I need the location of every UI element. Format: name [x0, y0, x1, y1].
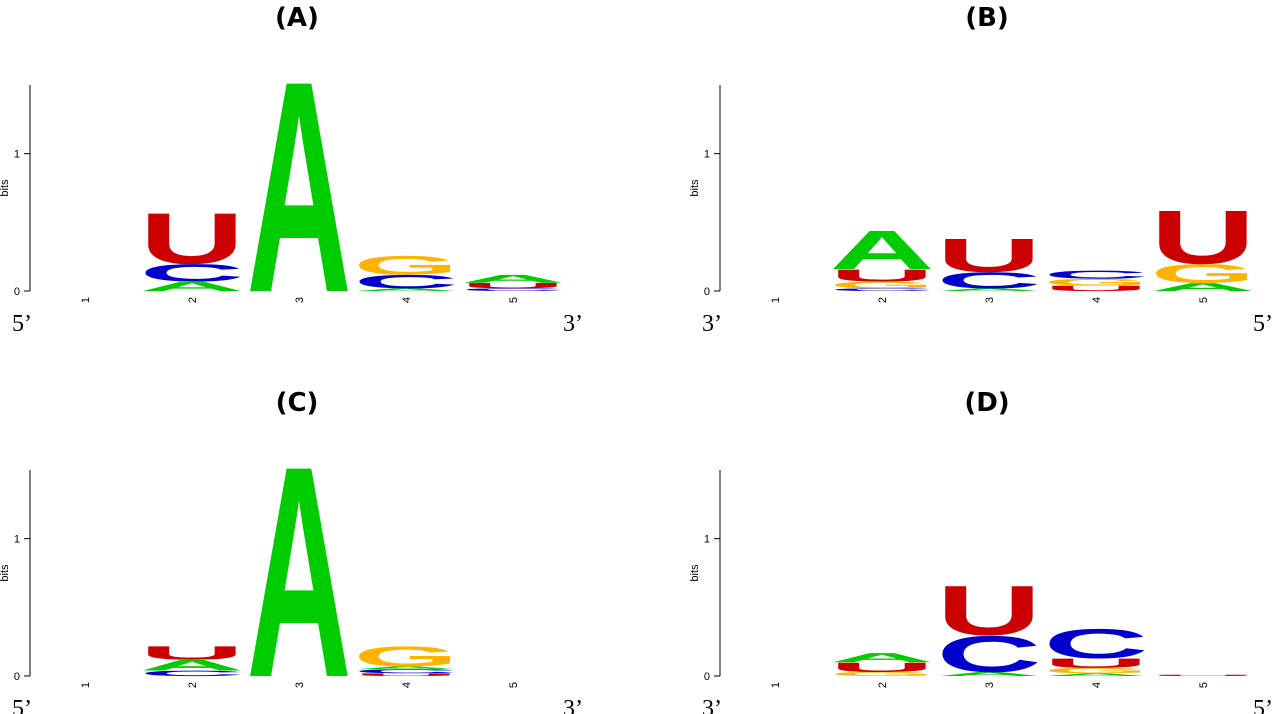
end-label: 3’ — [563, 311, 583, 337]
logo-letter: C — [354, 271, 459, 292]
logo-letter: C — [1044, 269, 1149, 282]
logo-letter: C — [140, 259, 245, 287]
logo-letter: U — [937, 229, 1042, 283]
end-label: 5’ — [12, 696, 32, 714]
x-tick-label: 2 — [877, 297, 889, 303]
y-tick-label: 0 — [704, 286, 710, 298]
x-tick-label: 1 — [80, 297, 92, 303]
end-label: 3’ — [702, 311, 722, 337]
logo-letter: C — [140, 669, 245, 677]
logo-letter: U — [937, 572, 1042, 650]
logo-letter: A — [140, 657, 245, 674]
y-tick-label: 0 — [704, 671, 710, 683]
logo-letter: C — [354, 668, 459, 674]
logo-letter: A — [354, 666, 459, 670]
y-tick-label: 1 — [14, 534, 20, 546]
x-tick-label: 4 — [401, 682, 413, 688]
logo-letter: C — [937, 625, 1042, 683]
logo-letter: G — [1044, 277, 1149, 288]
logo-letter: U — [1044, 284, 1149, 292]
logo-letter: A — [830, 650, 935, 665]
logo-letter: U — [140, 198, 245, 279]
y-axis-label: bits — [0, 564, 11, 582]
logo-letter: A — [830, 220, 935, 282]
panel-title: (C) — [276, 388, 319, 418]
logo-letter: U — [461, 281, 566, 289]
y-tick-label: 0 — [14, 286, 20, 298]
logo-letter: U — [1151, 194, 1256, 280]
logo-letter: U — [830, 660, 935, 675]
y-tick-label: 0 — [14, 671, 20, 683]
x-tick-label: 4 — [401, 297, 413, 303]
x-tick-label: 5 — [1198, 682, 1210, 688]
logo-letter: A — [140, 279, 245, 294]
logo-letter: A — [1044, 673, 1149, 677]
x-tick-label: 5 — [1198, 297, 1210, 303]
x-tick-label: 2 — [187, 682, 199, 688]
x-tick-label: 4 — [1091, 682, 1103, 688]
x-tick-label: 3 — [294, 682, 306, 688]
logo-letter: A — [461, 273, 566, 286]
logo-letter: U — [1044, 656, 1149, 671]
x-tick-label: 1 — [770, 297, 782, 303]
logo-letter: A — [247, 404, 352, 714]
y-tick-label: 1 — [704, 149, 710, 161]
end-label: 3’ — [702, 696, 722, 714]
logo-letter: G — [1151, 259, 1256, 289]
x-tick-label: 4 — [1091, 297, 1103, 303]
logo-letter: U — [354, 673, 459, 677]
logo-letter: A — [247, 19, 352, 356]
y-tick-label: 1 — [14, 149, 20, 161]
end-label: 3’ — [563, 696, 583, 714]
x-tick-label: 5 — [508, 297, 520, 303]
end-label: 5’ — [12, 311, 32, 337]
logo-letter: A — [1151, 281, 1256, 294]
logo-letter: C — [830, 288, 935, 292]
x-tick-label: 1 — [80, 682, 92, 688]
logo-letter: U — [140, 643, 245, 664]
logo-letter: U — [1151, 674, 1256, 676]
x-tick-label: 5 — [508, 682, 520, 688]
y-tick-label: 1 — [704, 534, 710, 546]
logo-letter: G — [1044, 666, 1149, 674]
panel-title: (D) — [964, 388, 1009, 418]
panel-title: (B) — [965, 3, 1009, 33]
logo-letter: U — [830, 266, 935, 285]
y-axis-label: bits — [0, 179, 11, 197]
y-axis-label: bits — [689, 179, 701, 197]
x-tick-label: 2 — [187, 297, 199, 303]
logo-letter: G — [354, 250, 459, 280]
panel-title: (A) — [275, 3, 319, 33]
y-axis-label: bits — [689, 564, 701, 582]
logo-letter: A — [937, 671, 1042, 677]
x-tick-label: 3 — [984, 682, 996, 688]
x-tick-label: 2 — [877, 682, 889, 688]
x-tick-label: 1 — [770, 682, 782, 688]
logo-letter: C — [461, 288, 566, 292]
end-label: 5’ — [1253, 696, 1273, 714]
logo-letter: G — [830, 671, 935, 677]
logo-letter: C — [937, 268, 1042, 294]
logo-letter: A — [354, 288, 459, 292]
logo-letter: A — [937, 288, 1042, 292]
x-tick-label: 3 — [984, 297, 996, 303]
logo-letter: G — [830, 280, 935, 291]
x-tick-label: 3 — [294, 297, 306, 303]
logo-letter: G — [354, 640, 459, 672]
logo-letter: C — [1044, 621, 1149, 668]
end-label: 5’ — [1253, 311, 1273, 337]
